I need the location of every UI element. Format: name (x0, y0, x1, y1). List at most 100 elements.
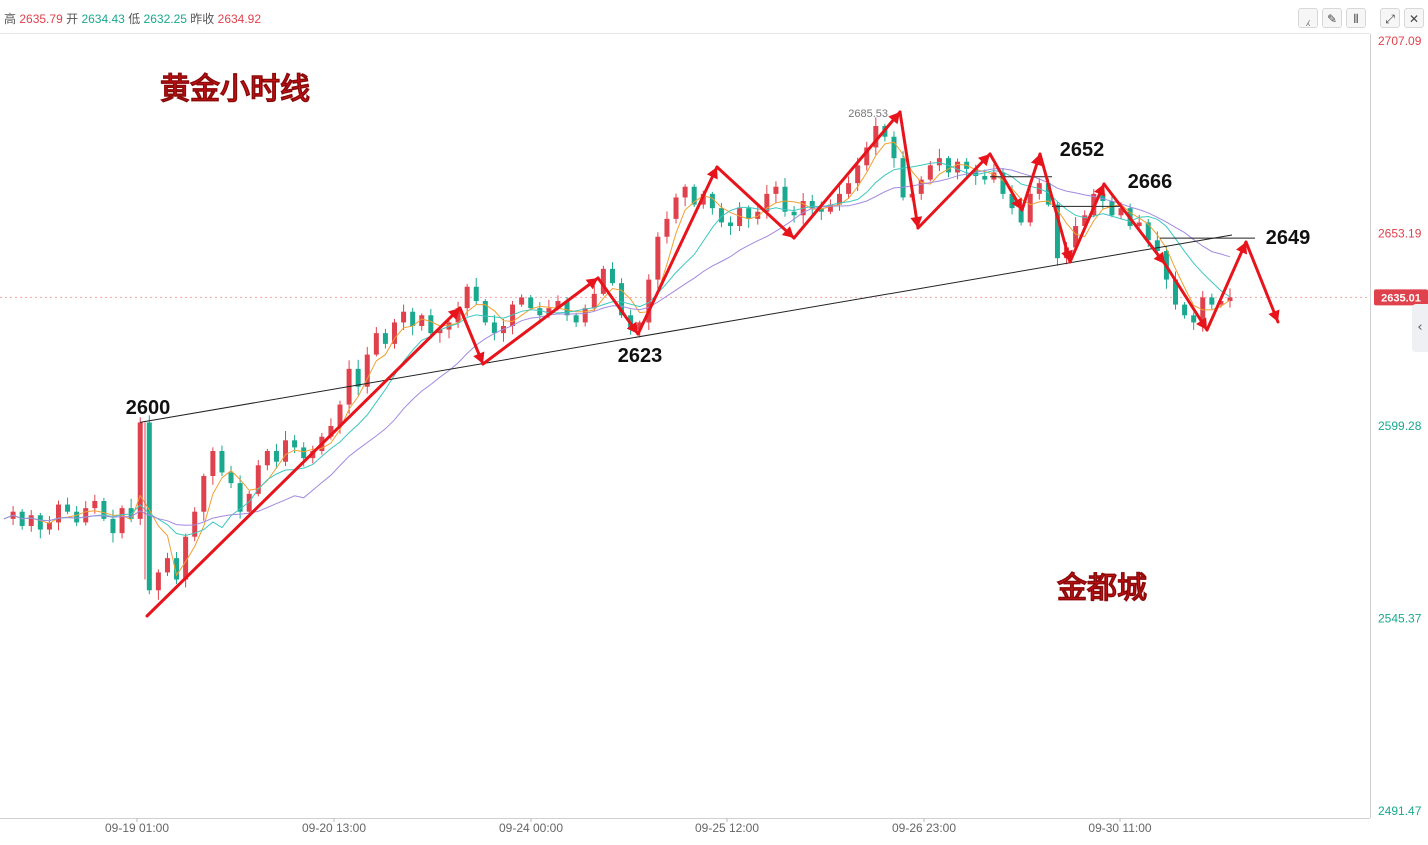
candle-body (873, 126, 879, 148)
candle-body (337, 404, 343, 426)
candle-body (773, 186, 779, 194)
candle-body (519, 297, 525, 305)
candle-body (1191, 315, 1197, 323)
candle-body (192, 511, 198, 537)
candle-body (110, 518, 116, 534)
candle-body (1209, 297, 1215, 305)
candle-body (65, 504, 71, 512)
candle-body (891, 136, 897, 159)
candle-body (101, 500, 107, 519)
y-tick-label: 2653.19 (1378, 226, 1422, 240)
candle-body (146, 422, 152, 591)
candle-body (1218, 301, 1224, 305)
draw-tool-icon[interactable]: ✎ (1322, 8, 1342, 28)
candle-body (273, 450, 279, 462)
ma-mid-line (3, 161, 1231, 537)
x-tick-label: 09-24 00:00 (499, 821, 563, 835)
open-value: 2634.43 (81, 12, 125, 26)
candle-body (92, 500, 98, 509)
candle-body (137, 422, 143, 519)
candle-body (28, 515, 34, 526)
candle-body (201, 475, 207, 512)
trend-line (139, 234, 1233, 423)
candle-body (682, 186, 688, 198)
candle-body (673, 197, 679, 219)
candle-body (437, 329, 443, 334)
candle-body (355, 368, 361, 387)
candle-body (600, 268, 606, 294)
candle-body (1136, 222, 1142, 227)
trend-arrow-head (1011, 197, 1022, 210)
candle-body (737, 208, 743, 227)
candle-body (927, 165, 933, 180)
candle-body (455, 308, 461, 323)
candle-body (864, 147, 870, 166)
candle-body (328, 425, 334, 437)
trend-arrow-segment (1163, 262, 1209, 332)
candle-body (164, 558, 170, 573)
chart-toolbar: ⁁ ✎ ⫴ ⤢ ✕ (1298, 8, 1424, 28)
candle-body (1082, 215, 1088, 227)
candle-body (755, 211, 761, 219)
x-tick-label: 09-30 11:00 (1088, 821, 1151, 835)
trend-arrow-segment (1102, 182, 1167, 266)
candle-body (74, 511, 80, 523)
trend-arrow-head (910, 216, 923, 228)
trend-arrow-segment (916, 152, 992, 230)
candle-body (237, 483, 243, 512)
candle-body (255, 465, 261, 494)
candlestick-icon[interactable]: ⫴ (1346, 8, 1366, 28)
candle-body (1054, 204, 1060, 259)
candle-body (564, 301, 570, 316)
candle-body (918, 179, 924, 194)
trend-arrow-head (585, 278, 598, 290)
candle-body (83, 508, 89, 523)
x-tick-label: 09-20 13:00 (302, 821, 366, 835)
trend-arrow-head (1094, 184, 1106, 197)
candle-body (464, 286, 470, 309)
y-tick-label: 2545.37 (1378, 612, 1422, 626)
trend-arrow-segment (1068, 182, 1106, 264)
chevron-left-icon: ‹ (1417, 320, 1423, 335)
trend-arrow-head (978, 154, 990, 167)
low-label: 低 (128, 12, 141, 26)
candle-body (537, 308, 543, 316)
low-value: 2632.25 (143, 12, 187, 26)
candle-body (119, 508, 125, 534)
candle-body (846, 183, 852, 194)
candle-body (210, 450, 216, 476)
close-icon[interactable]: ✕ (1404, 8, 1424, 28)
candle-body (573, 315, 579, 323)
candle-body (1182, 304, 1188, 316)
candle-body (1000, 172, 1006, 194)
candle-body (609, 268, 615, 284)
candle-body (419, 315, 425, 327)
high-label: 高 (4, 12, 17, 26)
trend-arrow-segment (715, 165, 796, 240)
annotation-label: 2652 (1060, 139, 1105, 161)
candle-body (46, 522, 52, 530)
side-panel-toggle[interactable]: ‹ (1412, 304, 1428, 352)
high-marker-label: 2685.53 (848, 108, 888, 120)
x-tick-label: 09-25 12:00 (695, 821, 759, 835)
candle-body (1227, 297, 1233, 302)
candle-body (491, 322, 497, 334)
candle-body (555, 301, 561, 309)
candle-body (183, 536, 189, 580)
trend-arrow-head (781, 226, 794, 238)
x-tick-label: 09-19 01:00 (105, 821, 169, 835)
candle-body (646, 279, 652, 323)
y-tick-label: 2707.09 (1378, 34, 1422, 48)
prev-close-label: 昨收 (190, 12, 215, 26)
high-value: 2635.79 (19, 12, 63, 26)
candle-body (528, 297, 534, 309)
trend-arrow-segment (1244, 240, 1280, 324)
trend-arrow-head (1153, 251, 1165, 264)
fullscreen-icon[interactable]: ⤢ (1380, 8, 1400, 28)
line-chart-icon[interactable]: ⁁ (1298, 8, 1318, 28)
candle-body (1154, 240, 1160, 252)
candle-body (473, 286, 479, 302)
candle-body (1109, 201, 1115, 216)
